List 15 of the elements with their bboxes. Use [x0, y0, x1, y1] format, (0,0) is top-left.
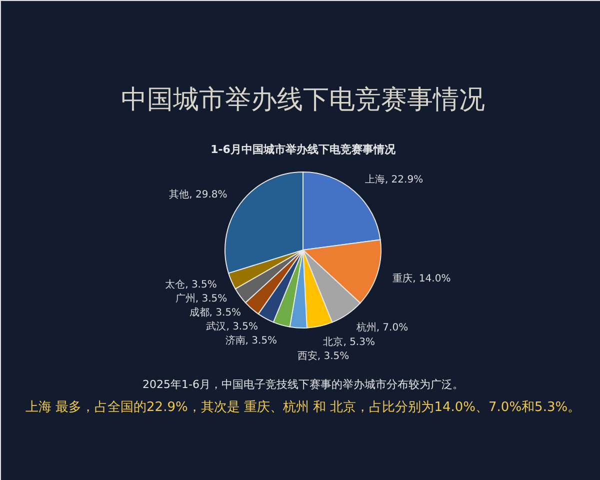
slice-label: 广州, 3.5% — [175, 292, 228, 304]
slice-label: 武汉, 3.5% — [206, 320, 258, 332]
chart-title: 中国城市举办线下电竞赛事情况 — [121, 85, 485, 115]
slice-label: 西安, 3.5% — [297, 350, 350, 362]
slice-label: 其他, 29.8% — [169, 188, 228, 200]
slice-label: 成都, 3.5% — [189, 306, 242, 318]
chart-subtitle: 1-6月中国城市举办线下电竞赛事情况 — [210, 143, 396, 156]
text: 2025年1-6月，中国电子竞技线下赛事的举办城市分布较为广泛。 — [142, 378, 464, 391]
slice-label: 重庆, 14.0% — [392, 272, 451, 284]
slice-label: 上海, 22.9% — [364, 173, 424, 186]
slice-label: 太仓, 3.5% — [165, 278, 217, 290]
slice-label: 杭州, 7.0% — [355, 321, 408, 334]
text: 上海 最多，占全国的22.9%，其次是 重庆、杭州 和 北京，占比分别为14.0%、7.0%和5.3%。 — [25, 400, 581, 415]
slice-label: 北京, 5.3% — [323, 336, 375, 348]
slice-label: 济南, 3.5% — [225, 334, 278, 346]
